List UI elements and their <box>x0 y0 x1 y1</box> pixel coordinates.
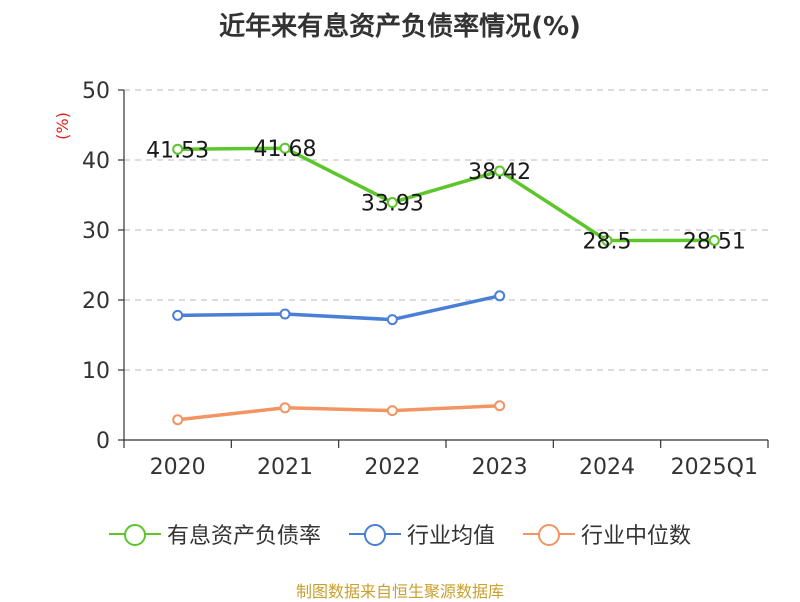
x-tick-label: 2020 <box>150 455 206 480</box>
y-axis-label: (%) <box>53 112 72 140</box>
data-point <box>494 165 506 177</box>
legend-item[interactable]: 有息资产负债率 <box>108 518 321 550</box>
legend-marker-icon <box>523 522 575 546</box>
data-point <box>494 400 506 412</box>
data-point <box>279 402 291 414</box>
data-point <box>279 308 291 320</box>
y-tick-label: 10 <box>82 359 110 384</box>
x-tick-label: 2021 <box>257 455 313 480</box>
data-point <box>708 234 720 246</box>
x-tick-label: 2023 <box>472 455 528 480</box>
chart-title: 近年来有息资产负债率情况(%) <box>219 12 581 42</box>
data-label: 41.53 <box>146 138 209 163</box>
legend-marker-icon <box>108 522 161 546</box>
data-label: 28.51 <box>683 229 746 254</box>
y-tick-label: 30 <box>82 219 110 244</box>
data-point <box>172 414 184 426</box>
legend-marker-icon <box>348 522 401 546</box>
data-point <box>386 314 398 326</box>
x-tick-label: 2022 <box>364 455 420 480</box>
legend-item[interactable]: 行业均值 <box>348 518 495 550</box>
source-footer: 制图数据来自恒生聚源数据库 <box>295 582 504 601</box>
data-point <box>494 290 506 302</box>
data-point <box>172 309 184 321</box>
data-point <box>172 143 184 155</box>
x-tick-label: 2024 <box>579 455 635 480</box>
y-tick-label: 50 <box>82 79 110 104</box>
data-label: 38.42 <box>468 160 531 185</box>
data-point <box>386 405 398 417</box>
legend-label: 有息资产负债率 <box>166 524 321 549</box>
legend-label: 行业中位数 <box>581 524 692 549</box>
data-point <box>386 196 398 208</box>
legend: 有息资产负债率 行业均值 行业中位数 <box>0 518 800 550</box>
series-line <box>177 146 715 243</box>
legend-item[interactable]: 行业中位数 <box>523 518 691 550</box>
data-label: 33.93 <box>361 191 424 216</box>
y-tick-label: 0 <box>96 429 110 454</box>
x-tick-label: 2025Q1 <box>671 455 758 480</box>
y-tick-label: 40 <box>82 149 110 174</box>
series-line <box>177 294 501 322</box>
data-label: 28.5 <box>583 230 632 255</box>
data-label: 41.68 <box>254 137 317 162</box>
data-point <box>601 235 613 246</box>
legend-label: 行业均值 <box>406 524 495 549</box>
series-line <box>177 403 500 422</box>
y-tick-label: 20 <box>82 289 110 314</box>
data-point <box>279 142 291 154</box>
